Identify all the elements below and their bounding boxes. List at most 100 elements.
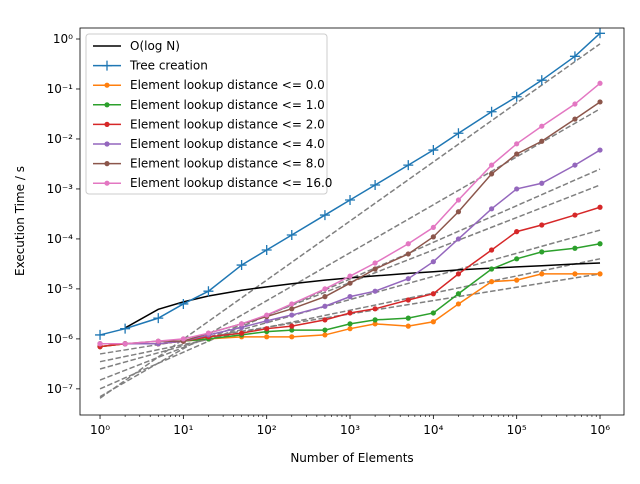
marker bbox=[511, 91, 522, 102]
marker bbox=[405, 323, 411, 329]
marker bbox=[289, 334, 295, 340]
marker bbox=[372, 306, 378, 312]
marker bbox=[430, 319, 436, 325]
fit-line bbox=[99, 184, 601, 381]
legend-marker bbox=[104, 180, 110, 186]
marker bbox=[572, 162, 578, 168]
y-tick-label: 10⁻⁴ bbox=[47, 232, 74, 246]
legend-label: Element lookup distance <= 2.0 bbox=[130, 117, 325, 131]
marker bbox=[455, 291, 462, 297]
marker bbox=[597, 271, 603, 277]
marker bbox=[430, 259, 436, 265]
marker bbox=[453, 128, 464, 139]
legend-marker bbox=[104, 141, 110, 147]
x-tick-label: 10⁴ bbox=[423, 423, 443, 437]
marker bbox=[322, 303, 328, 309]
marker bbox=[289, 312, 295, 318]
marker bbox=[539, 180, 545, 186]
marker bbox=[289, 301, 295, 307]
fit-line bbox=[99, 108, 601, 398]
marker bbox=[322, 317, 328, 323]
marker bbox=[455, 236, 462, 242]
marker bbox=[514, 186, 520, 192]
marker bbox=[455, 209, 462, 215]
marker bbox=[572, 245, 578, 251]
legend-box bbox=[85, 33, 328, 195]
marker bbox=[539, 249, 545, 255]
y-tick-label: 10⁻⁵ bbox=[47, 282, 74, 296]
marker bbox=[405, 315, 411, 321]
marker bbox=[455, 197, 462, 203]
legend-marker bbox=[104, 102, 110, 108]
y-tick-label: 10⁻⁷ bbox=[47, 382, 74, 396]
y-tick-label: 10⁻³ bbox=[47, 182, 74, 196]
marker bbox=[597, 147, 603, 153]
marker bbox=[539, 222, 545, 228]
x-tick-label: 10⁰ bbox=[90, 423, 110, 437]
y-tick-label: 10⁻⁶ bbox=[47, 332, 74, 346]
marker bbox=[430, 234, 436, 240]
marker bbox=[347, 294, 353, 300]
marker bbox=[155, 338, 161, 344]
marker bbox=[239, 330, 245, 336]
marker bbox=[372, 288, 378, 294]
marker bbox=[347, 310, 353, 316]
marker bbox=[572, 271, 578, 277]
marker bbox=[239, 321, 245, 327]
marker bbox=[597, 204, 603, 210]
marker bbox=[264, 334, 270, 340]
marker bbox=[486, 106, 497, 117]
legend-marker bbox=[104, 121, 110, 127]
marker bbox=[536, 75, 547, 86]
marker bbox=[345, 195, 356, 206]
marker bbox=[370, 179, 381, 190]
marker bbox=[372, 266, 378, 272]
marker bbox=[372, 321, 378, 327]
y-axis-label: Execution Time / s bbox=[13, 166, 27, 276]
fit-line bbox=[99, 43, 601, 399]
marker bbox=[455, 301, 462, 307]
marker bbox=[322, 327, 328, 333]
marker bbox=[261, 245, 272, 256]
marker bbox=[347, 273, 353, 279]
marker bbox=[203, 286, 214, 297]
fit-line bbox=[99, 258, 601, 363]
marker bbox=[289, 323, 295, 329]
legend-marker bbox=[104, 161, 110, 167]
marker bbox=[264, 312, 270, 318]
marker bbox=[572, 212, 578, 218]
marker bbox=[236, 260, 247, 271]
marker bbox=[595, 28, 606, 39]
marker bbox=[430, 224, 436, 231]
marker bbox=[264, 318, 270, 324]
marker bbox=[489, 247, 495, 253]
marker bbox=[122, 341, 128, 347]
x-tick-label: 10⁶ bbox=[590, 423, 610, 437]
marker bbox=[372, 260, 378, 266]
legend-label: Element lookup distance <= 0.0 bbox=[130, 78, 325, 92]
marker bbox=[597, 80, 603, 86]
marker bbox=[286, 229, 297, 240]
marker bbox=[205, 330, 212, 336]
y-tick-label: 10⁻² bbox=[47, 132, 74, 146]
marker bbox=[178, 298, 189, 309]
x-tick-label: 10⁵ bbox=[507, 423, 527, 437]
marker bbox=[180, 336, 186, 342]
axes-frame bbox=[79, 27, 625, 416]
marker bbox=[514, 151, 520, 157]
legend-label: Element lookup distance <= 8.0 bbox=[130, 157, 325, 171]
marker bbox=[322, 286, 328, 292]
marker bbox=[403, 160, 414, 171]
legend-marker bbox=[104, 82, 110, 88]
marker bbox=[572, 116, 578, 122]
marker bbox=[347, 280, 353, 286]
marker bbox=[289, 306, 295, 312]
x-axis-label: Number of Elements bbox=[290, 451, 413, 465]
x-tick-label: 10² bbox=[257, 423, 277, 437]
marker bbox=[539, 123, 545, 129]
fit-line bbox=[99, 168, 601, 390]
marker bbox=[264, 326, 270, 332]
marker bbox=[405, 251, 411, 257]
marker bbox=[97, 341, 103, 347]
